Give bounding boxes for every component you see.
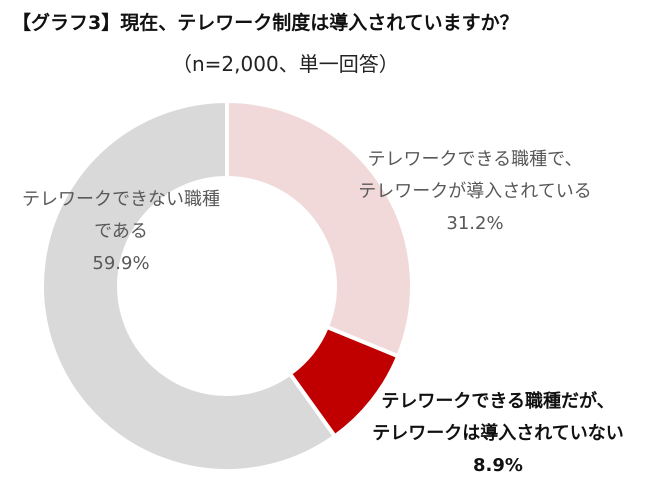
slice-telework-not-possible [40,98,338,473]
slice-label-line: テレワークできない職種 [22,189,220,210]
slice-label-telework-not-possible: テレワークできない職種 である 59.9% [0,184,246,280]
slice-label-line: テレワークできる職種だが、 [381,391,615,412]
slice-value-label: 8.9% [473,455,523,476]
slice-label-telework-introduced: テレワークできる職種で、 テレワークが導入されている 31.2% [340,144,610,240]
slice-value-label: 59.9% [92,253,150,274]
slice-value-label: 31.2% [446,213,504,234]
slice-label-line: テレワークは導入されていない [372,423,624,444]
slice-label-line: テレワークできる職種で、 [367,149,583,170]
chart-title: 【グラフ3】現在、テレワーク制度は導入されていますか？ [12,12,519,34]
slice-label-line: である [94,221,148,242]
slice-telework-introduced [225,98,414,359]
slice-label-telework-not-introduced: テレワークできる職種だが、 テレワークは導入されていない 8.9% [352,386,644,482]
chart-subtitle: （n=2,000、単一回答） [172,52,399,76]
slice-label-line: テレワークが導入されている [358,181,592,202]
